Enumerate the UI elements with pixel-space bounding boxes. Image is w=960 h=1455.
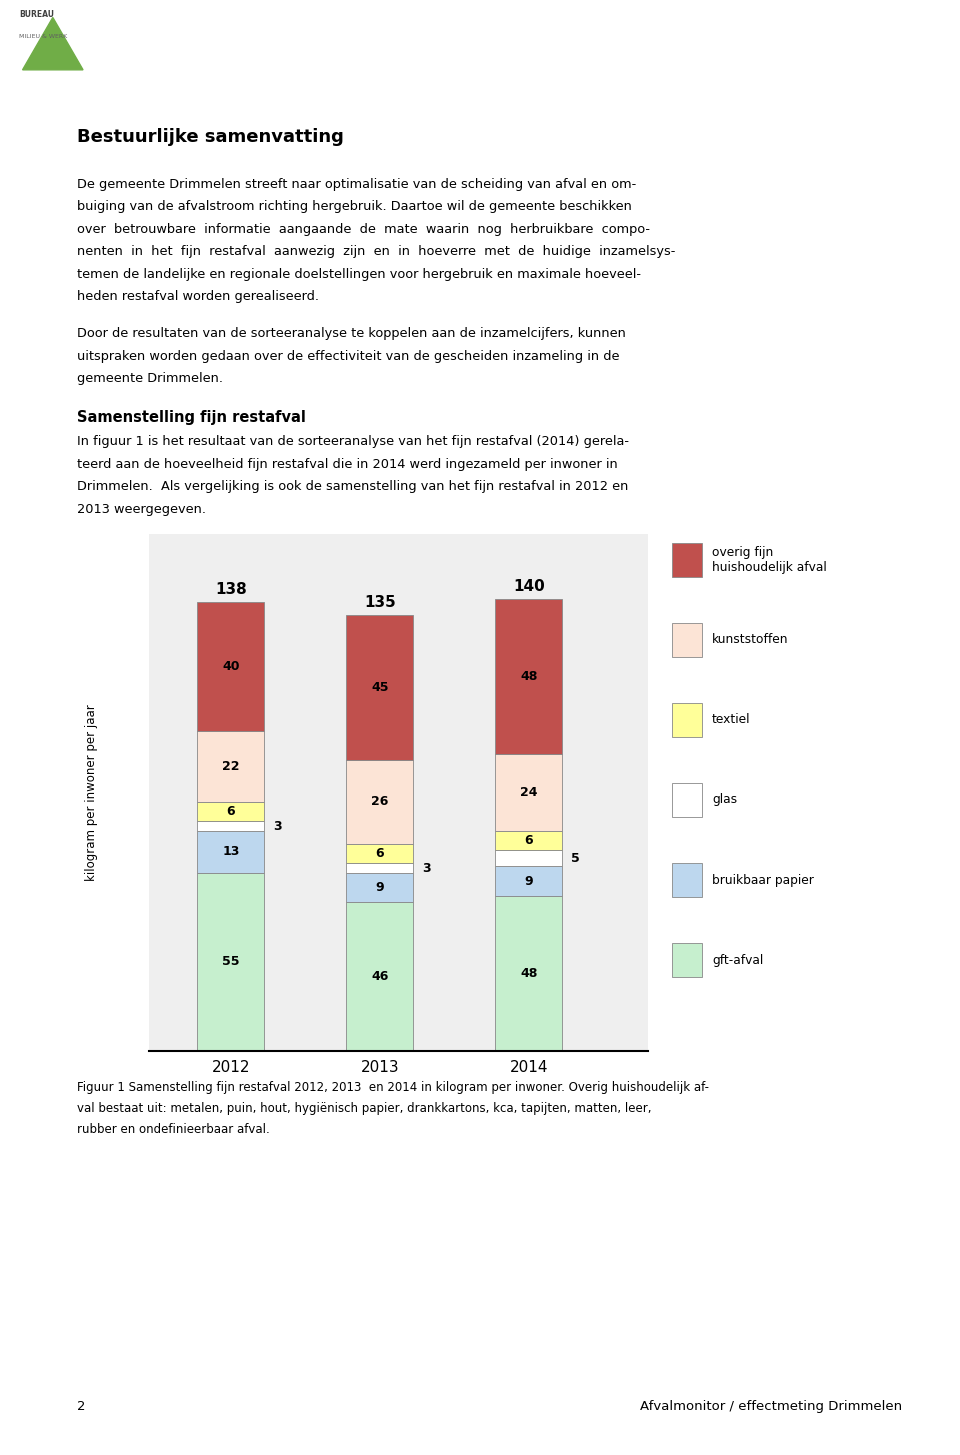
- Text: 3: 3: [422, 861, 431, 874]
- Text: nenten  in  het  fijn  restafval  aanwezig  zijn  en  in  hoeverre  met  de  hui: nenten in het fijn restafval aanwezig zi…: [77, 244, 675, 258]
- Text: 48: 48: [520, 669, 538, 682]
- Text: MILIEU & WERK: MILIEU & WERK: [19, 33, 67, 39]
- Bar: [672, 623, 702, 656]
- Bar: [197, 821, 264, 831]
- Bar: [672, 783, 702, 816]
- Text: gemeente Drimmelen.: gemeente Drimmelen.: [77, 372, 223, 386]
- Text: 48: 48: [520, 966, 538, 979]
- Text: rubber en ondefinieerbaar afval.: rubber en ondefinieerbaar afval.: [77, 1123, 270, 1136]
- Text: Afvalmonitor / effectmeting Drimmelen: Afvalmonitor / effectmeting Drimmelen: [640, 1400, 902, 1413]
- Text: glas: glas: [712, 793, 737, 806]
- Bar: [495, 895, 563, 1051]
- Bar: [495, 867, 563, 895]
- Text: 2: 2: [77, 1400, 85, 1413]
- Text: 9: 9: [375, 880, 384, 893]
- Text: buiging van de afvalstroom richting hergebruik. Daartoe wil de gemeente beschikk: buiging van de afvalstroom richting herg…: [77, 199, 632, 212]
- Text: 46: 46: [372, 970, 389, 982]
- Bar: [495, 598, 563, 754]
- Text: val bestaat uit: metalen, puin, hout, hygiënisch papier, drankkartons, kca, tapi: val bestaat uit: metalen, puin, hout, hy…: [77, 1103, 651, 1115]
- Bar: [197, 831, 264, 873]
- Bar: [347, 844, 414, 863]
- Bar: [197, 730, 264, 802]
- Bar: [347, 863, 414, 873]
- Text: 26: 26: [372, 796, 389, 809]
- Text: textiel: textiel: [712, 713, 751, 726]
- Text: kunststoffen: kunststoffen: [712, 633, 788, 646]
- Bar: [495, 754, 563, 831]
- Text: Door de resultaten van de sorteeranalyse te koppelen aan de inzamelcijfers, kunn: Door de resultaten van de sorteeranalyse…: [77, 327, 626, 340]
- Text: heden restafval worden gerealiseerd.: heden restafval worden gerealiseerd.: [77, 290, 319, 303]
- Bar: [672, 943, 702, 976]
- Text: bruikbaar papier: bruikbaar papier: [712, 873, 814, 886]
- Text: 135: 135: [364, 595, 396, 610]
- Text: uitspraken worden gedaan over de effectiviteit van de gescheiden inzameling in d: uitspraken worden gedaan over de effecti…: [77, 349, 619, 362]
- Text: 13: 13: [222, 845, 239, 858]
- Text: 6: 6: [524, 834, 533, 847]
- Text: In figuur 1 is het resultaat van de sorteeranalyse van het fijn restafval (2014): In figuur 1 is het resultaat van de sort…: [77, 435, 629, 448]
- Text: 45: 45: [371, 681, 389, 694]
- Text: 40: 40: [222, 661, 239, 672]
- Text: Bestuurlijke samenvatting: Bestuurlijke samenvatting: [77, 128, 344, 146]
- Text: gft-afval: gft-afval: [712, 953, 763, 966]
- Text: 2013 weergegeven.: 2013 weergegeven.: [77, 502, 205, 515]
- Bar: [347, 760, 414, 844]
- Text: 9: 9: [524, 874, 533, 888]
- Text: Figuur 1 Samenstelling fijn restafval 2012, 2013  en 2014 in kilogram per inwone: Figuur 1 Samenstelling fijn restafval 20…: [77, 1081, 708, 1094]
- Bar: [672, 703, 702, 736]
- Bar: [197, 802, 264, 821]
- Polygon shape: [23, 17, 83, 70]
- Bar: [197, 602, 264, 730]
- Text: 22: 22: [222, 760, 239, 773]
- Bar: [495, 850, 563, 867]
- Bar: [672, 543, 702, 576]
- Text: BUREAU: BUREAU: [19, 10, 54, 19]
- Text: teerd aan de hoeveelheid fijn restafval die in 2014 werd ingezameld per inwoner : teerd aan de hoeveelheid fijn restafval …: [77, 457, 617, 470]
- Bar: [347, 902, 414, 1051]
- Text: De gemeente Drimmelen streeft naar optimalisatie van de scheiding van afval en o: De gemeente Drimmelen streeft naar optim…: [77, 178, 636, 191]
- Text: 138: 138: [215, 582, 247, 597]
- Text: 3: 3: [274, 819, 282, 832]
- Text: 6: 6: [375, 847, 384, 860]
- Text: 140: 140: [513, 579, 544, 594]
- Text: 6: 6: [227, 805, 235, 818]
- Text: temen de landelijke en regionale doelstellingen voor hergebruik en maximale hoev: temen de landelijke en regionale doelste…: [77, 268, 641, 281]
- Text: over  betrouwbare  informatie  aangaande  de  mate  waarin  nog  herbruikbare  c: over betrouwbare informatie aangaande de…: [77, 223, 650, 236]
- Text: overig fijn
huishoudelijk afval: overig fijn huishoudelijk afval: [712, 546, 827, 573]
- Text: 24: 24: [520, 786, 538, 799]
- Bar: [672, 863, 702, 896]
- Bar: [347, 614, 414, 760]
- Text: 55: 55: [222, 956, 239, 968]
- Text: kilogram per inwoner per jaar: kilogram per inwoner per jaar: [84, 704, 98, 880]
- Bar: [197, 873, 264, 1051]
- Bar: [495, 831, 563, 850]
- Text: 5: 5: [571, 853, 580, 864]
- Text: Samenstelling fijn restafval: Samenstelling fijn restafval: [77, 409, 305, 425]
- Text: Drimmelen.  Als vergelijking is ook de samenstelling van het fijn restafval in 2: Drimmelen. Als vergelijking is ook de sa…: [77, 480, 628, 493]
- Bar: [347, 873, 414, 902]
